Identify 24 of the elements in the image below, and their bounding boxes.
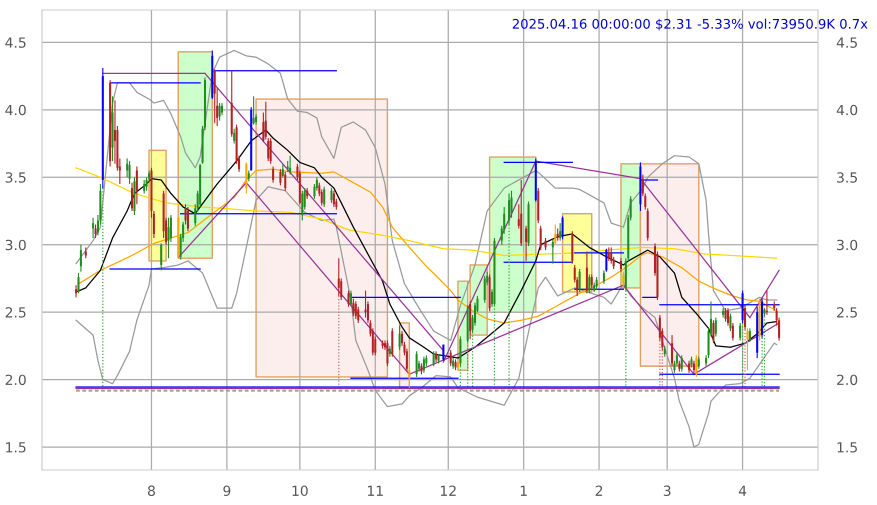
y2-tick-label: 1.5 — [838, 442, 857, 453]
y2-tick-label: 3.0 — [837, 240, 858, 250]
y-tick-label: 2.5 — [6, 307, 26, 318]
x-tick-label: 2 — [596, 486, 602, 496]
y-tick-label: 1.5 — [6, 442, 26, 453]
x-tick-label: 11 — [368, 486, 383, 496]
y-tick-label: 4.0 — [5, 104, 26, 116]
text: 2025.04.16 00:00:00 $2.31 -5.33% vol:73950.9K 0.7x — [512, 18, 868, 31]
y-tick-label: 3.5 — [6, 172, 26, 183]
x-tick-label: 8 — [148, 486, 155, 496]
x-tick-label: 10 — [292, 486, 308, 496]
y2-tick-label: 3.5 — [837, 172, 857, 183]
x-tick-label: 9 — [223, 486, 230, 496]
y2-tick-label: 2.5 — [837, 307, 857, 318]
y-tick-label: 3.0 — [6, 240, 26, 250]
y2-tick-label: 4.5 — [836, 38, 857, 48]
y-tick-label: 4.5 — [5, 38, 26, 48]
x-tick-label: 1 — [520, 486, 527, 496]
y2-tick-label: 2.0 — [837, 374, 858, 386]
y2-tick-label: 4.0 — [836, 104, 858, 116]
x-tick-label: 3 — [664, 486, 670, 496]
y-tick-label: 2.0 — [6, 374, 26, 386]
x-tick-label: 4 — [738, 486, 746, 496]
x-tick-label: 12 — [440, 486, 456, 496]
